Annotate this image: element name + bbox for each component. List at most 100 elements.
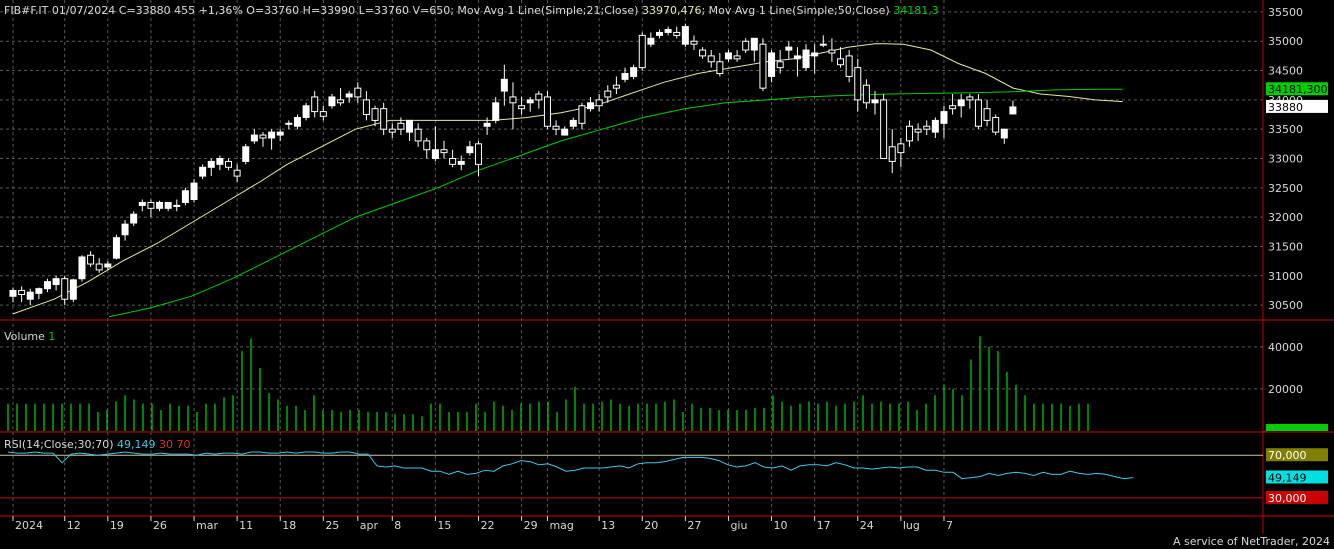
- volume-tick-label: 20000: [1268, 383, 1303, 396]
- candle-body: [837, 58, 845, 66]
- x-tick-label: 15: [437, 519, 451, 532]
- x-tick-label: 27: [687, 519, 701, 532]
- candle-body: [397, 122, 405, 130]
- candle-body: [949, 105, 957, 110]
- volume-legend: Volume 1: [4, 330, 55, 343]
- candle-body: [630, 67, 638, 77]
- candle-body: [647, 37, 655, 45]
- candle-body: [112, 237, 120, 259]
- rsi-line: [7, 451, 1134, 480]
- candle-body: [371, 108, 379, 121]
- x-tick-label: 18: [282, 519, 296, 532]
- x-tick-label: 22: [480, 519, 494, 532]
- x-tick-label: 24: [860, 519, 874, 532]
- symbol-label: FIB#F.IT: [4, 4, 49, 17]
- candle-body: [543, 96, 551, 127]
- rsi-value-axis-label-box: [1266, 470, 1328, 484]
- candle-body: [905, 125, 913, 142]
- price-tick-label: 35500: [1268, 6, 1303, 19]
- candle-body: [380, 108, 388, 130]
- candle-body: [604, 90, 612, 98]
- candle-body: [345, 93, 353, 98]
- candle-body: [854, 67, 862, 101]
- rsi-70-axis-label: 70,000: [1268, 449, 1307, 462]
- candle-body: [130, 213, 138, 224]
- rsi-value: 49,149: [117, 438, 156, 451]
- candle-body: [681, 26, 689, 45]
- footer-credit: A service of NetTrader, 2024: [1173, 535, 1330, 548]
- candle-body: [423, 140, 431, 151]
- volume-axis-label-box: [1266, 424, 1328, 431]
- candle-body: [388, 128, 396, 133]
- x-tick-label: 29: [524, 519, 538, 532]
- price-tick-label: 30500: [1268, 299, 1303, 312]
- candle-body: [26, 291, 34, 300]
- candle-body: [621, 72, 629, 80]
- candle-body: [802, 49, 810, 69]
- candle-body: [474, 143, 482, 165]
- candle-body: [199, 166, 207, 177]
- candle-body: [1000, 128, 1008, 139]
- candle-body: [914, 128, 922, 133]
- price-tick-label: 31500: [1268, 240, 1303, 253]
- candle-body: [207, 160, 215, 168]
- x-tick-label: lug: [903, 519, 920, 532]
- candle-body: [181, 190, 189, 203]
- candle-body: [492, 102, 500, 121]
- candle-body: [535, 93, 543, 101]
- x-tick-label: 17: [817, 519, 831, 532]
- x-tick-label: mag: [549, 519, 573, 532]
- candle-body: [414, 128, 422, 142]
- candle-body: [242, 146, 250, 162]
- candle-body: [1009, 106, 1017, 115]
- candle-body: [724, 52, 732, 60]
- candle-body: [871, 99, 879, 104]
- candle-body: [974, 99, 982, 127]
- candle-body: [707, 55, 715, 63]
- candle-body: [742, 40, 750, 51]
- x-tick-label: mar: [196, 519, 218, 532]
- candle-body: [431, 149, 439, 160]
- candle-body: [923, 125, 931, 130]
- candle-body: [638, 34, 646, 69]
- candle-body: [293, 116, 301, 127]
- candle-body: [276, 131, 284, 136]
- candle-body: [569, 119, 577, 127]
- candle-body: [173, 204, 181, 207]
- candle-body: [785, 46, 793, 51]
- ma21-legend-value: 33970,476;: [641, 4, 706, 17]
- candle-body: [457, 160, 465, 165]
- x-tick-label: giu: [730, 519, 747, 532]
- candle-body: [500, 78, 508, 92]
- candle-body: [78, 256, 86, 280]
- rsi-high-level: 70: [176, 438, 191, 451]
- candle-body: [819, 43, 827, 46]
- candle-body: [190, 182, 198, 201]
- x-tick-label: 11: [239, 519, 253, 532]
- ma50-legend-value: 34181,3: [893, 4, 939, 17]
- ma21-legend-label: Mov Avg 1 Line(Simple;21;Close): [457, 4, 639, 17]
- rsi-low-level: 30: [159, 438, 174, 451]
- candle-body: [673, 31, 681, 36]
- candle-body: [983, 108, 991, 121]
- price-tick-label: 32500: [1268, 182, 1303, 195]
- volume-label: Volume: [4, 330, 45, 343]
- quote-date: 01/07/2024: [51, 4, 116, 17]
- x-tick-label: 19: [110, 519, 124, 532]
- x-tick-label: apr: [360, 519, 379, 532]
- candle-body: [776, 61, 784, 69]
- x-tick-label: 2024: [15, 519, 43, 532]
- candle-body: [656, 31, 663, 36]
- rsi-label: RSI(14;Close;30;70): [4, 438, 114, 451]
- candle-body: [716, 61, 724, 74]
- price-tick-label: 33500: [1268, 123, 1303, 136]
- candle-body: [811, 52, 819, 57]
- candle-body: [285, 122, 293, 125]
- price-tick-label: 31000: [1268, 270, 1303, 283]
- candle-body: [319, 111, 327, 117]
- candle-body: [216, 158, 224, 165]
- x-tick-label: 25: [325, 519, 339, 532]
- candle-body: [104, 263, 112, 268]
